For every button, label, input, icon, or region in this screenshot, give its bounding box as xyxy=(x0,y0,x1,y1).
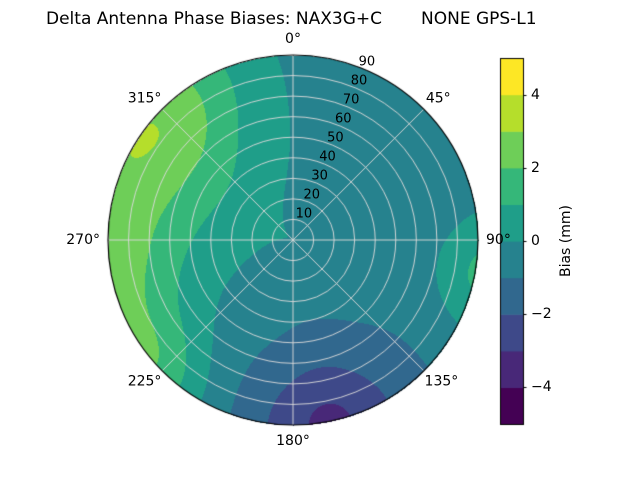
colorbar-tick-label: −2 xyxy=(531,306,552,323)
radial-tick-label: 80 xyxy=(350,73,368,89)
colorbar-tick-label: 0 xyxy=(531,233,540,249)
colorbar-tick-label: −4 xyxy=(531,379,552,396)
angular-tick-label: 0° xyxy=(285,31,301,47)
radial-tick-label: 60 xyxy=(334,111,352,127)
radial-tick-label: 40 xyxy=(319,149,336,165)
angular-tick-label: 270° xyxy=(66,232,100,248)
radial-tick-label: 10 xyxy=(295,206,313,222)
colorbar-tick-label: 4 xyxy=(531,86,540,103)
angular-tick-label: 315° xyxy=(127,89,162,106)
angular-tick-label: 180° xyxy=(276,433,310,449)
chart-title-right: NONE GPS-L1 xyxy=(421,9,537,29)
angular-tick-label: 135° xyxy=(424,374,459,391)
radial-tick-label: 90 xyxy=(358,54,376,70)
chart-title-left: Delta Antenna Phase Biases: NAX3G+C xyxy=(46,9,383,29)
angular-tick-label: 45° xyxy=(425,89,451,106)
colorbar-axis-label: Bias (mm) xyxy=(558,204,574,278)
angular-tick-label: 90° xyxy=(486,232,511,248)
colorbar-tick-label: 2 xyxy=(531,159,540,176)
radial-tick-label: 50 xyxy=(327,130,344,146)
angular-tick-label: 225° xyxy=(127,374,162,391)
radial-tick-label: 30 xyxy=(311,168,328,184)
radial-tick-label: 20 xyxy=(303,187,321,203)
radial-tick-label: 70 xyxy=(342,92,360,108)
